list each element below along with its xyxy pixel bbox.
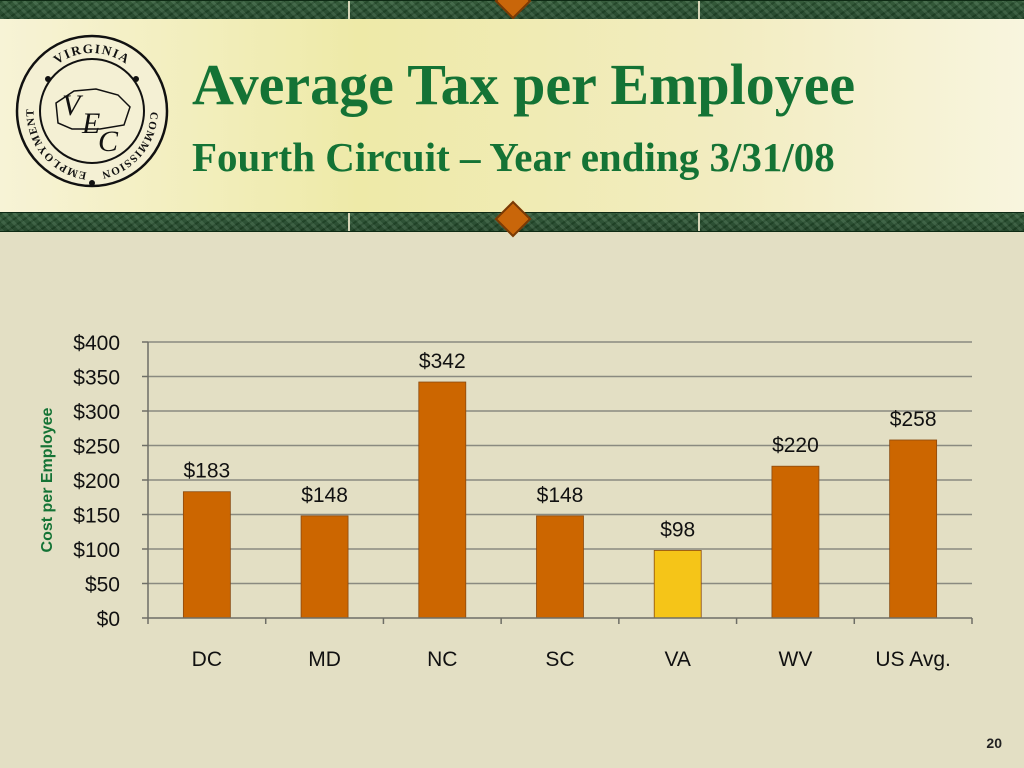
bar-data-labels: $183 $148 $342 $148 $98 $220 $258 xyxy=(183,350,936,541)
bar-sc xyxy=(536,515,584,619)
y-tick-label: $350 xyxy=(73,367,120,390)
band-divider xyxy=(698,1,700,19)
logo-letter-c: C xyxy=(98,125,119,158)
bar-data-label: $98 xyxy=(660,518,695,541)
y-tick-label: $250 xyxy=(73,436,120,459)
band-divider xyxy=(698,213,700,231)
x-tick-label: US Avg. xyxy=(875,648,951,671)
bars xyxy=(182,381,938,619)
y-tick-label: $100 xyxy=(73,539,120,562)
page-number: 20 xyxy=(986,735,1002,751)
bar-wv xyxy=(771,465,820,619)
bar-usavg xyxy=(889,439,938,619)
virginia-map-icon xyxy=(55,88,131,130)
bar-data-label: $183 xyxy=(183,460,230,483)
y-tick-label: $300 xyxy=(73,401,120,424)
logo-inner-ring xyxy=(39,58,145,164)
bar-chart: $0$50$100$150$200$250$300$350$400 $183$1… xyxy=(39,332,973,671)
logo-dot xyxy=(89,180,95,186)
x-tick-label: MD xyxy=(308,648,341,671)
band-divider xyxy=(348,1,350,19)
x-axis-ticks: DC MD NC SC VA WV US Avg. xyxy=(147,618,973,671)
bar-data-label: $148 xyxy=(537,484,584,507)
bar-data-label: $258 xyxy=(890,408,937,431)
bar-nc xyxy=(418,381,467,619)
band-divider xyxy=(348,213,350,231)
bar-va xyxy=(653,549,702,619)
logo-dot xyxy=(45,76,51,82)
logo-dot xyxy=(133,76,139,82)
bar-data-label: $220 xyxy=(772,434,819,457)
slide-header: VIRGINIA EMPLOYMENT COMMISSION V E C Ave… xyxy=(0,19,1024,212)
slide-subtitle: Fourth Circuit – Year ending 3/31/08 xyxy=(192,134,835,180)
y-tick-label: $200 xyxy=(73,470,120,493)
logo-letter-v: V xyxy=(62,89,84,122)
bar-dc xyxy=(182,491,231,619)
y-tick-label: $400 xyxy=(73,332,120,355)
slide-title: Average Tax per Employee xyxy=(192,52,856,117)
y-tick-label: $0 xyxy=(97,608,120,631)
x-tick-label: VA xyxy=(664,648,690,671)
bar-md xyxy=(300,515,349,619)
bar-data-label: $342 xyxy=(419,350,466,373)
x-tick-label: DC xyxy=(192,648,222,671)
x-tick-label: SC xyxy=(545,648,574,671)
y-axis-label: Cost per Employee xyxy=(39,407,56,552)
y-axis-ticks: $0 $50 $100 $150 $200 $250 $300 $350 $400 xyxy=(73,332,148,631)
y-tick-label: $150 xyxy=(73,505,120,528)
logo-letter-e: E xyxy=(81,107,100,140)
x-tick-label: NC xyxy=(427,648,457,671)
x-tick-label: WV xyxy=(779,648,813,671)
vec-logo: VIRGINIA EMPLOYMENT COMMISSION V E C xyxy=(15,34,169,188)
bar-data-label: $148 xyxy=(301,484,348,507)
y-tick-label: $50 xyxy=(85,574,120,597)
